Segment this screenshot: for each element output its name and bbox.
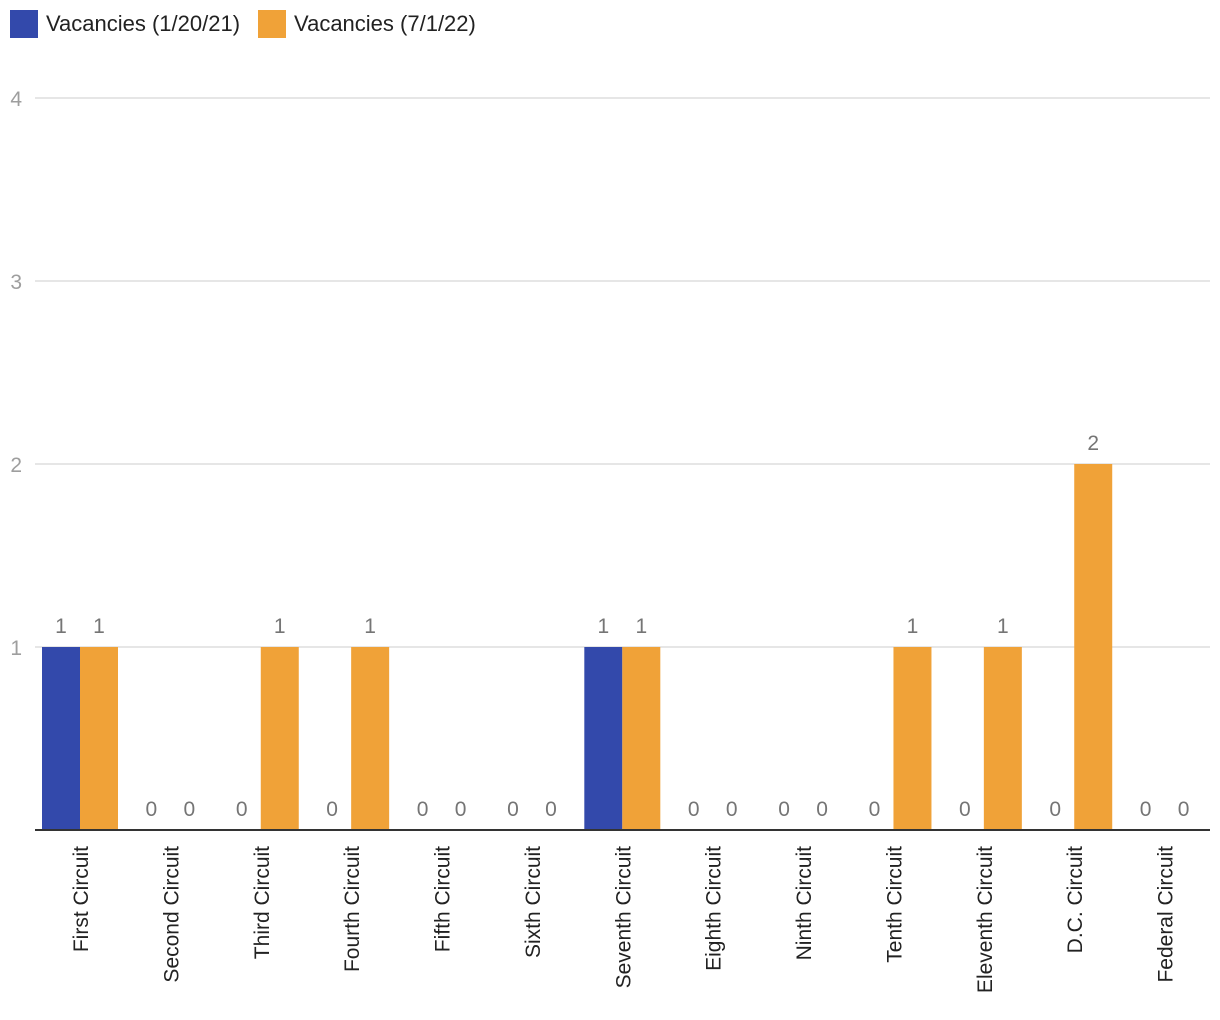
data-label-s2-7: 0	[726, 798, 738, 821]
legend-swatch-series-2	[258, 10, 287, 38]
y-tick-label-2: 2	[10, 454, 22, 477]
bar-s2-6	[622, 647, 661, 830]
bar-s1-0	[42, 647, 80, 830]
bar-s2-10	[983, 647, 1022, 830]
data-label-s2-0: 1	[93, 615, 105, 638]
data-label-s2-11: 2	[1087, 432, 1099, 455]
bar-s2-11	[1074, 464, 1113, 830]
bar-s2-2	[260, 647, 299, 830]
data-label-s2-6: 1	[635, 615, 647, 638]
data-label-s2-9: 1	[907, 615, 919, 638]
x-tick-label-7: Eighth Circuit	[703, 846, 726, 971]
data-label-s1-0: 1	[55, 615, 67, 638]
data-label-s2-8: 0	[816, 798, 828, 821]
x-tick-label-1: Second Circuit	[160, 846, 183, 983]
x-tick-label-3: Fourth Circuit	[341, 846, 364, 972]
grid-lines	[35, 97, 1210, 648]
data-label-s1-8: 0	[778, 798, 790, 821]
legend-label-series-2: Vacancies (7/1/22)	[294, 11, 476, 36]
data-label-s1-1: 0	[146, 798, 158, 821]
data-label-s1-12: 0	[1140, 798, 1152, 821]
data-label-s1-7: 0	[688, 798, 700, 821]
legend-item-series-1[interactable]: Vacancies (1/20/21)	[10, 10, 240, 38]
legend-item-series-2[interactable]: Vacancies (7/1/22)	[258, 10, 476, 38]
data-label-s1-10: 0	[959, 798, 971, 821]
data-label-s1-4: 0	[417, 798, 429, 821]
data-label-s2-2: 1	[274, 615, 286, 638]
x-tick-label-4: Fifth Circuit	[432, 846, 455, 952]
legend-swatch-series-1	[10, 10, 38, 38]
data-label-s2-12: 0	[1178, 798, 1190, 821]
data-label-s2-1: 0	[184, 798, 196, 821]
bar-s1-6	[584, 647, 623, 830]
legend-label-series-1: Vacancies (1/20/21)	[46, 11, 241, 36]
y-axis-ticks: 1 2 3 4	[10, 88, 22, 660]
bar-s2-3	[351, 647, 390, 830]
data-label-s1-5: 0	[507, 798, 519, 821]
y-tick-label-4: 4	[10, 88, 22, 111]
data-label-s2-4: 0	[455, 798, 467, 821]
data-label-s2-10: 1	[997, 615, 1009, 638]
x-tick-label-9: Tenth Circuit	[883, 846, 906, 963]
x-tick-label-10: Eleventh Circuit	[974, 846, 997, 993]
x-tick-label-5: Sixth Circuit	[522, 846, 545, 958]
data-label-s1-9: 0	[869, 798, 881, 821]
bar-s2-0	[80, 647, 118, 830]
x-tick-label-8: Ninth Circuit	[793, 846, 816, 961]
x-tick-label-0: First Circuit	[70, 846, 93, 952]
data-label-s2-3: 1	[364, 615, 376, 638]
data-label-s1-6: 1	[597, 615, 609, 638]
x-tick-label-11: D.C. Circuit	[1064, 846, 1087, 954]
x-tick-label-12: Federal Circuit	[1155, 846, 1178, 983]
data-label-s1-2: 0	[236, 798, 248, 821]
data-label-s1-3: 0	[326, 798, 338, 821]
bar-s2-9	[893, 647, 932, 830]
y-tick-label-3: 3	[10, 271, 22, 294]
data-labels: 1 1 0 0 0 1 0 1 0 0 0 0 1 1 0 0 0 0 0 1 0 1 0 2 0 0	[55, 432, 1189, 821]
chart-legend: Vacancies (1/20/21) Vacancies (7/1/22)	[10, 10, 494, 38]
y-tick-label-1: 1	[10, 637, 22, 660]
data-label-s1-11: 0	[1049, 798, 1061, 821]
data-label-s2-5: 0	[545, 798, 557, 821]
x-tick-label-6: Seventh Circuit	[612, 846, 635, 989]
x-tick-label-2: Third Circuit	[251, 846, 274, 959]
x-axis-ticks: First Circuit Second Circuit Third Circuit…	[70, 846, 1178, 993]
bars	[42, 464, 1113, 830]
